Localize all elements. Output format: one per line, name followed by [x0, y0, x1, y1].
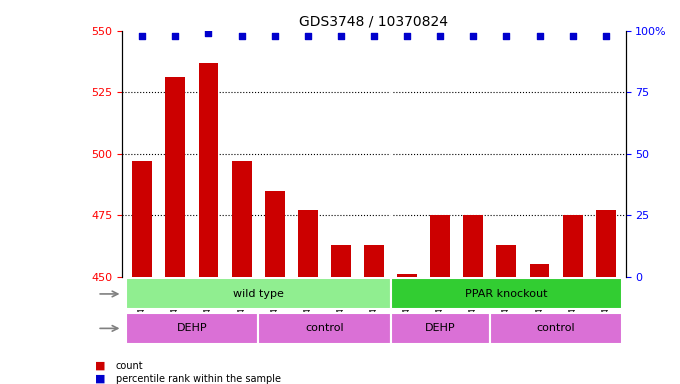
FancyBboxPatch shape [126, 278, 390, 310]
Point [468, 33, 479, 39]
Text: DEHP: DEHP [177, 323, 207, 333]
Point [501, 33, 512, 39]
Bar [364, 245, 384, 277]
Point [203, 30, 214, 36]
Point [269, 33, 280, 39]
Bar [199, 63, 218, 277]
Bar [298, 210, 318, 277]
Bar [530, 265, 549, 277]
Bar [133, 161, 152, 277]
Point [402, 33, 413, 39]
Bar [562, 215, 583, 277]
Bar [463, 215, 483, 277]
Point [170, 33, 181, 39]
FancyBboxPatch shape [490, 313, 622, 344]
Text: control: control [537, 323, 575, 333]
Bar [496, 245, 516, 277]
Point [335, 33, 346, 39]
Bar [232, 161, 252, 277]
Text: count: count [116, 361, 143, 371]
Point [600, 33, 611, 39]
Text: ■: ■ [95, 361, 105, 371]
Text: percentile rank within the sample: percentile rank within the sample [116, 374, 281, 384]
Bar [397, 274, 417, 277]
FancyBboxPatch shape [258, 313, 390, 344]
FancyBboxPatch shape [390, 313, 490, 344]
FancyBboxPatch shape [126, 313, 258, 344]
Point [567, 33, 578, 39]
Point [369, 33, 379, 39]
Bar [596, 210, 615, 277]
Point [236, 33, 247, 39]
Text: DEHP: DEHP [425, 323, 456, 333]
Bar [430, 215, 450, 277]
Title: GDS3748 / 10370824: GDS3748 / 10370824 [299, 14, 449, 28]
Text: control: control [305, 323, 343, 333]
Point [303, 33, 313, 39]
Bar [331, 245, 351, 277]
Point [534, 33, 545, 39]
Text: PPAR knockout: PPAR knockout [465, 289, 547, 299]
Point [435, 33, 445, 39]
Bar [265, 190, 285, 277]
FancyBboxPatch shape [390, 278, 622, 310]
Text: wild type: wild type [233, 289, 284, 299]
Text: ■: ■ [95, 374, 105, 384]
Point [137, 33, 148, 39]
Bar [165, 78, 185, 277]
